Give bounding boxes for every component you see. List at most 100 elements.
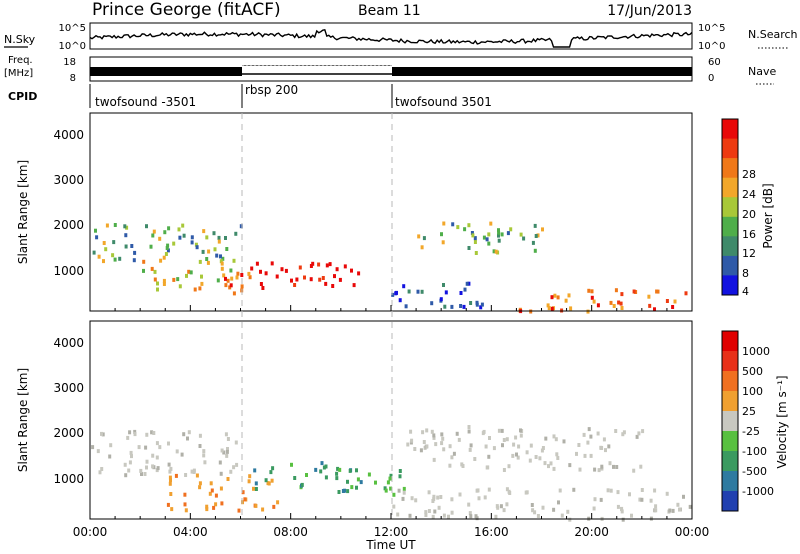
- cpid-panel: CPID twofsound -3501 rbsp 200 twofsound …: [8, 83, 492, 109]
- range-time-cell: [309, 277, 313, 282]
- range-time-cell: [236, 271, 240, 276]
- range-time-cell: [442, 221, 446, 226]
- range-time-cell: [335, 471, 339, 476]
- range-time-cell: [248, 474, 252, 479]
- range-time-cell: [209, 481, 213, 486]
- range-time-cell: [630, 513, 633, 518]
- range-time-cell: [497, 233, 500, 238]
- range-time-cell: [264, 478, 268, 483]
- range-time-cell: [517, 444, 521, 449]
- nsky-panel: N.Sky 10^5 10^0 N.Search 10^5 10^0: [4, 22, 798, 52]
- range-time-cell: [167, 226, 171, 231]
- range-time-cell: [355, 485, 358, 490]
- range-time-cell: [152, 229, 156, 234]
- range-time-cell: [150, 266, 154, 271]
- range-time-cell: [540, 448, 544, 453]
- range-time-cell: [195, 473, 199, 478]
- range-time-cell: [467, 502, 471, 507]
- range-time-cell: [442, 283, 445, 287]
- range-time-cell: [549, 461, 553, 466]
- range-time-cell: [234, 440, 238, 445]
- range-time-cell: [182, 233, 186, 238]
- range-time-cell: [499, 504, 503, 509]
- range-time-cell: [94, 228, 97, 233]
- range-time-cell: [479, 305, 483, 310]
- range-time-cell: [487, 487, 491, 492]
- range-time-cell: [544, 436, 548, 441]
- range-time-cell: [398, 469, 402, 473]
- range-time-cell: [175, 449, 179, 454]
- range-time-cell: [587, 427, 591, 432]
- range-time-cell: [336, 466, 340, 471]
- range-time-cell: [104, 247, 108, 252]
- range-time-cell: [314, 467, 318, 472]
- velocity-cb-tick-m500: -500: [742, 465, 767, 478]
- range-time-cell: [145, 459, 149, 464]
- range-time-cell: [587, 288, 591, 293]
- range-time-cell: [352, 283, 356, 288]
- range-time-cell: [198, 433, 202, 438]
- range-time-cell: [480, 302, 484, 307]
- colorbar-swatch: [722, 275, 738, 296]
- range-time-cell: [467, 223, 471, 228]
- range-time-cell: [616, 504, 620, 509]
- x-tick-label: 16:00: [474, 525, 509, 539]
- range-time-cell: [190, 240, 194, 245]
- range-time-cell: [198, 485, 202, 490]
- range-time-cell: [166, 243, 170, 248]
- power-ytick-4000: 4000: [53, 128, 84, 142]
- power-cb-tick-8: 8: [742, 267, 749, 280]
- range-time-cell: [290, 462, 293, 467]
- nave-tick-bottom: 0: [708, 73, 714, 84]
- velocity-ytick-4000: 4000: [53, 336, 84, 350]
- range-time-cell: [325, 263, 329, 268]
- range-time-cell: [441, 240, 445, 245]
- range-time-cell: [615, 465, 619, 469]
- range-time-cell: [484, 444, 488, 449]
- range-time-cell: [272, 504, 276, 509]
- range-time-cell: [543, 461, 547, 466]
- range-time-cell: [124, 473, 128, 478]
- range-time-cell: [162, 282, 166, 286]
- velocity-cb-tick-100: 100: [742, 385, 763, 398]
- range-time-cell: [649, 498, 653, 503]
- colorbar-swatch: [722, 236, 738, 257]
- range-time-cell: [337, 490, 341, 494]
- range-time-cell: [247, 479, 251, 484]
- range-time-cell: [95, 235, 99, 240]
- range-time-cell: [533, 223, 537, 228]
- range-time-cell: [151, 233, 155, 238]
- range-time-cell: [328, 262, 332, 267]
- beam-label: Beam 11: [358, 3, 421, 19]
- x-tick-label: 08:00: [273, 525, 308, 539]
- range-time-cell: [189, 270, 193, 275]
- range-time-cell: [593, 497, 597, 502]
- range-time-cell: [341, 489, 345, 493]
- range-time-cell: [522, 236, 526, 241]
- range-time-cell: [398, 298, 402, 303]
- power-ytick-3000: 3000: [53, 173, 84, 187]
- range-time-cell: [240, 273, 244, 277]
- range-time-cell: [145, 224, 148, 229]
- range-time-cell: [133, 429, 137, 434]
- range-time-cell: [214, 493, 218, 498]
- range-time-cell: [230, 276, 234, 281]
- range-time-cell: [224, 236, 227, 240]
- range-time-cell: [305, 473, 308, 477]
- range-time-cell: [164, 252, 168, 256]
- range-time-cell: [166, 502, 170, 507]
- range-time-cell: [215, 253, 219, 258]
- range-time-cell: [586, 440, 590, 445]
- range-time-cell: [470, 231, 474, 235]
- range-time-cell: [473, 457, 477, 461]
- range-time-cell: [459, 291, 463, 295]
- colorbar-swatch: [722, 471, 738, 492]
- range-time-cell: [261, 507, 265, 512]
- range-time-cell: [550, 306, 554, 311]
- range-time-cell: [515, 452, 518, 457]
- range-time-cell: [389, 473, 393, 478]
- range-time-cell: [628, 492, 631, 497]
- range-time-cell: [616, 490, 620, 495]
- range-time-cell: [590, 289, 594, 294]
- range-time-cell: [525, 450, 529, 455]
